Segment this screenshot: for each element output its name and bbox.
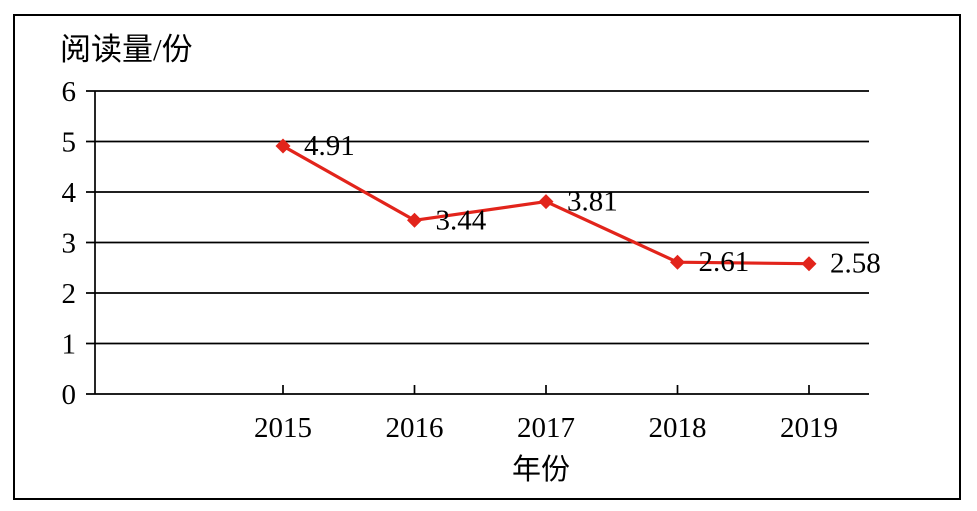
- chart-title: 阅读量/份: [60, 32, 193, 67]
- data-point-marker: [670, 254, 685, 270]
- x-tick-label: 2019: [780, 412, 838, 444]
- y-tick-label: 2: [62, 278, 77, 310]
- data-point-marker: [538, 194, 554, 210]
- data-label: 3.81: [567, 186, 618, 218]
- y-tick-label: 4: [62, 177, 77, 209]
- data-point-marker: [801, 256, 817, 272]
- y-tick-label: 3: [62, 228, 77, 260]
- y-tick-label: 0: [62, 379, 77, 411]
- x-axis-title: 年份: [512, 454, 571, 486]
- x-tick-label: 2018: [649, 412, 707, 444]
- y-tick-label: 1: [62, 329, 77, 361]
- y-tick-label: 6: [62, 76, 77, 108]
- data-point-marker: [275, 138, 291, 154]
- data-label: 2.58: [830, 248, 881, 280]
- x-tick-label: 2016: [386, 412, 444, 444]
- chart-border-frame: [13, 14, 961, 500]
- x-tick-label: 2015: [254, 412, 312, 444]
- data-label: 4.91: [304, 130, 355, 162]
- data-label: 2.61: [699, 246, 750, 278]
- data-label: 3.44: [436, 204, 487, 236]
- x-tick-label: 2017: [517, 412, 575, 444]
- data-point-marker: [407, 212, 422, 228]
- y-tick-label: 5: [62, 127, 77, 159]
